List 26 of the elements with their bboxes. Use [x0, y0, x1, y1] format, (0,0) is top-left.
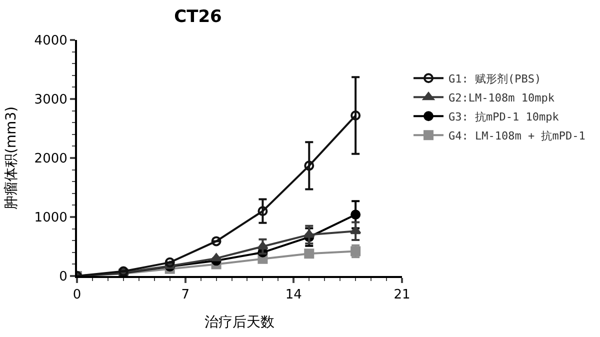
point [350, 210, 361, 220]
x-tick-label: 7 [181, 288, 190, 303]
y-tick-label: 2000 [34, 152, 68, 167]
point [210, 253, 222, 262]
y-tick-label: 4000 [34, 34, 68, 49]
legend-label: G1: 赋形剂(PBS) [448, 72, 542, 86]
x-tick-label: 14 [285, 288, 302, 303]
x-tick-label: 21 [394, 288, 410, 303]
point [304, 248, 314, 259]
y-tick-label: 1000 [34, 210, 68, 226]
x-axis-title: 治疗后天数 [204, 314, 274, 330]
point [350, 110, 361, 121]
y-tick-label: 3000 [34, 92, 68, 108]
y-axis-title: 肿瘤体积(mm3) [3, 106, 20, 210]
legend-label: G3: 抗mPD-1 10mpk [448, 110, 560, 124]
point [304, 160, 314, 171]
legend-label: G4: LM-108m + 抗mPD-1 [448, 129, 586, 142]
x-tick-label: 0 [72, 288, 82, 303]
point [350, 226, 362, 234]
point [164, 257, 175, 268]
point [258, 206, 268, 216]
chart-title: CT26 [174, 7, 222, 28]
y-tick-label: 0 [59, 270, 68, 285]
legend-label: G2:LM-108m 10mpk [448, 91, 555, 104]
point [211, 236, 222, 246]
point [304, 230, 315, 238]
